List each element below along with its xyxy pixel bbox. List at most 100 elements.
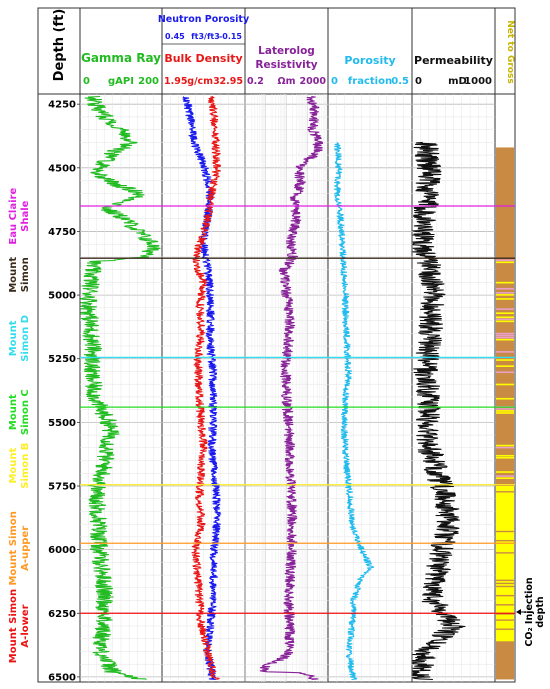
net-to-gross-band (496, 579, 514, 582)
net-to-gross-band (496, 412, 514, 414)
net-to-gross-band (496, 336, 514, 339)
formation-label-line2: Shale (20, 200, 31, 231)
net-to-gross-band (496, 491, 514, 493)
net-to-gross-band (496, 539, 514, 542)
formation-label-line1: Eau Claire (8, 188, 19, 245)
net-to-gross-band (496, 312, 514, 314)
net-to-gross-band (496, 259, 514, 262)
net-to-gross-band (496, 582, 514, 585)
resistivity-unit-label: Ωm (278, 76, 296, 87)
net-to-gross-band (496, 338, 514, 341)
net-to-gross-band (496, 332, 514, 335)
formation-label-line2: Simon C (20, 389, 31, 435)
laterolog-resistivity-curve (259, 95, 324, 681)
co2-injection-label: CO₂ Injection depth (524, 577, 546, 646)
depth-tick-label: 4750 (48, 227, 76, 238)
net-to-gross-column (496, 147, 514, 680)
formation-label-line1: Mount (8, 394, 19, 430)
formation-label-line1: Mount Simon (8, 511, 19, 585)
net-to-gross-band (496, 318, 514, 321)
formation-label-line2: Simon B (20, 443, 31, 489)
formation-label-line2: A-lower (20, 604, 31, 647)
formation-label-line2: A-upper (20, 526, 31, 571)
net-to-gross-band (496, 316, 514, 319)
formation-label: Mount Simon A-upper (8, 511, 31, 585)
net-to-gross-band (496, 397, 514, 400)
net-to-gross-title: Net to Gross (505, 20, 515, 83)
net-to-gross-band (496, 454, 514, 457)
resistivity-max-label: 2000 (300, 76, 327, 87)
formation-label-line1: Mount (8, 447, 19, 483)
formation-label: Eau Claire Shale (8, 188, 31, 245)
permeability-curve (412, 141, 466, 681)
resistivity-title-line2: Resistivity (255, 59, 317, 71)
formation-label-line2: Simon D (20, 315, 31, 362)
formation-label: Mount Simon (8, 257, 31, 293)
net-to-gross-band (496, 281, 514, 284)
depth-tick-label: 6500 (48, 672, 76, 683)
net-to-gross-band (496, 613, 514, 615)
net-to-gross-band (496, 475, 514, 477)
density-unit-label: g/cm3 (187, 76, 219, 87)
porosity-min-label: 0 (331, 76, 338, 87)
gamma-ray-curve (80, 95, 161, 680)
depth-tick-label: 5500 (48, 418, 76, 429)
depth-tick-label: 6000 (48, 545, 76, 556)
depth-axis-label: Depth (ft) (52, 9, 67, 82)
net-to-gross-band (496, 383, 514, 386)
net-to-gross-band (496, 320, 514, 323)
porosity-unit-label: fraction (348, 76, 392, 87)
resistivity-title-line1: Laterolog (258, 45, 315, 57)
net-to-gross-band (496, 408, 514, 410)
formation-label-line1: Mount (8, 257, 19, 293)
net-to-gross-band (496, 604, 514, 606)
porosity-max-label: 0.5 (391, 76, 409, 87)
net-to-gross-band (496, 552, 514, 554)
net-to-gross-band (496, 292, 514, 294)
net-to-gross-band (496, 594, 514, 597)
co2-label-line2: depth (535, 596, 546, 628)
net-to-gross-yellow-zone (496, 486, 514, 642)
density-min-label: 1.95 (164, 76, 187, 87)
net-to-gross-band (496, 287, 514, 290)
net-to-gross-band (496, 628, 514, 630)
porosity-track-title: Porosity (344, 54, 395, 67)
net-to-gross-band (496, 359, 514, 361)
net-to-gross-band (496, 351, 514, 353)
formation-label-line1: Mount (8, 320, 19, 356)
density-max-label: 2.95 (220, 76, 243, 87)
depth-tick-label: 5250 (48, 354, 76, 365)
gamma-track-title: Gamma Ray (81, 51, 161, 65)
neutron-unit-label: ft3/ft3 (191, 32, 220, 41)
formation-label: Mount Simon B (8, 443, 31, 489)
gamma-unit-label: gAPI (108, 76, 134, 87)
formation-label: Mount Simon A-lower (8, 589, 31, 663)
net-to-gross-band (496, 371, 514, 374)
porosity-curve (333, 142, 374, 681)
co2-arrow-head (516, 609, 521, 615)
net-to-gross-band (496, 619, 514, 621)
net-to-gross-band (496, 477, 514, 479)
net-to-gross-band (496, 530, 514, 533)
neutron-min-label: 0.45 (165, 32, 185, 41)
gamma-min-label: 0 (83, 76, 90, 87)
resistivity-min-label: 0.2 (247, 76, 264, 87)
net-to-gross-band (496, 298, 514, 300)
formation-label-line2: Simon (20, 257, 31, 292)
net-to-gross-band (496, 444, 514, 447)
neutron-porosity-title: Neutron Porosity (158, 14, 250, 25)
net-to-gross-band (496, 471, 514, 473)
net-to-gross-band (496, 365, 514, 367)
permeability-max-label: 1000 (464, 76, 492, 87)
bulk-density-curve (191, 95, 222, 681)
formation-label: Mount Simon C (8, 389, 31, 435)
net-to-gross-band (496, 456, 514, 459)
outer-frame (37, 7, 516, 683)
depth-tick-label: 5750 (48, 482, 76, 493)
depth-tick-label: 6250 (48, 609, 76, 620)
permeability-unit-label: mD (448, 76, 467, 87)
net-to-gross-band (496, 446, 514, 449)
net-to-gross-band (496, 585, 514, 588)
formation-label-line1: Mount Simon (8, 589, 19, 663)
